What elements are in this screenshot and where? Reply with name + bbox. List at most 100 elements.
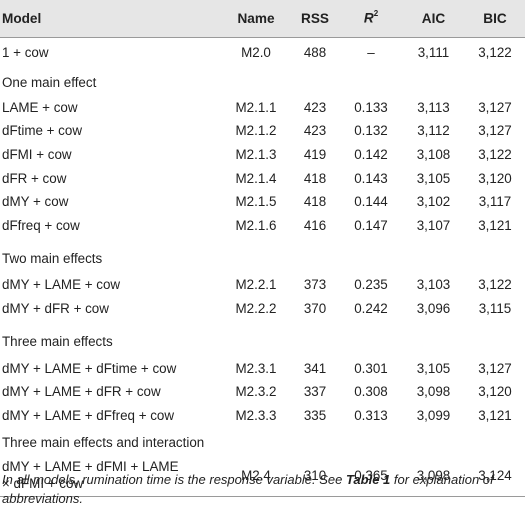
table-footnote: In all models, rumination time is the re… xyxy=(2,470,522,508)
header-model: Model xyxy=(0,0,222,38)
cell-r2: 0.144 xyxy=(354,194,388,210)
cell-r2: 0.365 xyxy=(340,455,402,498)
table-row: dMY + LAME + dFR + cow M2.3.2 337 0.308 … xyxy=(0,380,525,404)
header-bic: BIC xyxy=(465,0,525,38)
table-row: LAME + cow M2.1.1 423 0.133 3,113 3,127 xyxy=(0,96,525,120)
cell-r2: 0.308 xyxy=(354,384,388,400)
section-title: One main effect xyxy=(2,75,97,90)
cell-model: dMY + LAME + dFR + cow xyxy=(2,384,161,400)
cell-rss: 419 xyxy=(303,146,327,162)
table-row: dFR + cow M2.1.4 418 0.143 3,105 3,120 xyxy=(0,166,525,190)
table-row: dMY + cow M2.1.5 418 0.144 3,102 3,117 xyxy=(0,190,525,214)
header-name: Name xyxy=(222,0,290,38)
cell-name: M2.3.2 xyxy=(235,384,277,400)
section-title: Three main effects and interaction xyxy=(2,434,205,450)
cell-aic: 3,111 xyxy=(417,45,450,60)
cell-model: 1 + cow xyxy=(2,45,49,60)
section-heading-row: One main effect xyxy=(0,68,525,96)
cell-model: dFfreq + cow xyxy=(2,217,80,233)
cell-name: M2.3.1 xyxy=(235,360,277,376)
cell-name: M2.4 xyxy=(222,455,290,498)
cell-aic: 3,108 xyxy=(416,146,451,162)
cell-r2: 0.143 xyxy=(354,170,388,186)
cell-rss: 418 xyxy=(303,170,327,186)
cell-bic: 3,117 xyxy=(478,194,512,210)
cell-model: dMY + LAME + cow xyxy=(2,277,121,293)
cell-bic: 3,127 xyxy=(478,360,512,376)
table-row: dFtime + cow M2.1.2 423 0.132 3,112 3,12… xyxy=(0,119,525,143)
cell-r2: – xyxy=(367,45,375,60)
cell-rss: 418 xyxy=(303,194,327,210)
cell-rss: 416 xyxy=(303,217,327,233)
table-row: dMY + dFR + cow M2.2.2 370 0.242 3,096 3… xyxy=(0,297,525,321)
cell-r2: 0.301 xyxy=(354,360,388,376)
cell-model-line-2: × dFMI + cow xyxy=(2,476,84,492)
section-heading-row: Two main effects xyxy=(0,237,525,273)
cell-name: M2.1.1 xyxy=(235,99,277,115)
header-row: Model Name RSS R2 AIC BIC xyxy=(0,0,525,38)
cell-rss: 373 xyxy=(303,277,327,293)
cell-rss: 310 xyxy=(290,455,340,498)
cell-aic: 3,098 xyxy=(416,384,451,400)
cell-r2: 0.235 xyxy=(354,277,388,293)
cell-rss: 370 xyxy=(303,300,327,316)
cell-name: M2.1.4 xyxy=(235,170,277,186)
header-aic: AIC xyxy=(402,0,465,38)
cell-bic: 3,115 xyxy=(478,300,512,316)
table-row: dMY + LAME + dFMI + LAME × dFMI + cow M2… xyxy=(0,455,525,498)
cell-r2: 0.132 xyxy=(354,123,388,139)
cell-aic: 3,098 xyxy=(402,455,465,498)
cell-rss: 335 xyxy=(303,407,327,423)
cell-rss: 423 xyxy=(303,99,327,115)
table-row: dMY + LAME + dFtime + cow M2.3.1 341 0.3… xyxy=(0,356,525,380)
cell-name: M2.2.2 xyxy=(235,300,277,316)
cell-bic: 3,124 xyxy=(465,455,525,498)
cell-name: M2.3.3 xyxy=(235,407,277,423)
cell-model: dMY + cow xyxy=(2,194,69,210)
section-title: Three main effects xyxy=(2,333,113,349)
cell-bic: 3,122 xyxy=(478,277,512,293)
cell-model: dMY + LAME + dFtime + cow xyxy=(2,360,177,376)
cell-rss: 341 xyxy=(303,360,327,376)
cell-bic: 3,127 xyxy=(478,99,512,115)
table-row: dMY + LAME + cow M2.2.1 373 0.235 3,103 … xyxy=(0,273,525,297)
cell-bic: 3,121 xyxy=(478,407,512,423)
cell-rss: 337 xyxy=(303,384,327,400)
cell-bic: 3,120 xyxy=(478,384,512,400)
cell-r2: 0.242 xyxy=(354,300,388,316)
cell-bic: 3,122 xyxy=(478,45,512,60)
header-r2-superscript: 2 xyxy=(373,9,379,19)
section-heading-row: Three main effects and interaction xyxy=(0,427,525,455)
cell-bic: 3,120 xyxy=(478,170,512,186)
cell-bic: 3,121 xyxy=(478,217,512,233)
table-row: dMY + LAME + dFfreq + cow M2.3.3 335 0.3… xyxy=(0,403,525,427)
section-heading-row: Three main effects xyxy=(0,320,525,356)
cell-model: dFR + cow xyxy=(2,170,67,186)
cell-aic: 3,105 xyxy=(416,360,451,376)
cell-aic: 3,096 xyxy=(416,300,451,316)
cell-aic: 3,113 xyxy=(417,99,450,115)
cell-r2: 0.133 xyxy=(354,99,388,115)
section-title: Two main effects xyxy=(2,250,103,266)
cell-aic: 3,102 xyxy=(416,194,451,210)
cell-model: dMY + LAME + dFfreq + cow xyxy=(2,407,175,423)
cell-name: M2.1.3 xyxy=(235,146,277,162)
table-row: dFfreq + cow M2.1.6 416 0.147 3,107 3,12… xyxy=(0,213,525,237)
footnote-text-2: for explanation of abbreviations. xyxy=(2,472,494,506)
cell-bic: 3,127 xyxy=(478,123,512,139)
cell-name: M2.1.5 xyxy=(235,194,277,210)
header-rss: RSS xyxy=(290,0,340,38)
footnote-text-1: In all models, rumination time is the re… xyxy=(2,472,346,487)
table-row: 1 + cow M2.0 488 – 3,111 3,122 xyxy=(0,37,525,68)
table-row: dFMI + cow M2.1.3 419 0.142 3,108 3,122 xyxy=(0,143,525,167)
header-r2-letter: R xyxy=(363,11,374,27)
cell-model: dFtime + cow xyxy=(2,123,82,139)
cell-model: LAME + cow xyxy=(2,99,78,115)
cell-model: dMY + LAME + dFMI + LAME × dFMI + cow xyxy=(0,455,222,498)
cell-rss: 423 xyxy=(303,123,327,139)
cell-model: dMY + dFR + cow xyxy=(2,300,109,316)
cell-aic: 3,107 xyxy=(416,217,451,233)
cell-aic: 3,105 xyxy=(416,170,451,186)
cell-r2: 0.147 xyxy=(354,217,388,233)
